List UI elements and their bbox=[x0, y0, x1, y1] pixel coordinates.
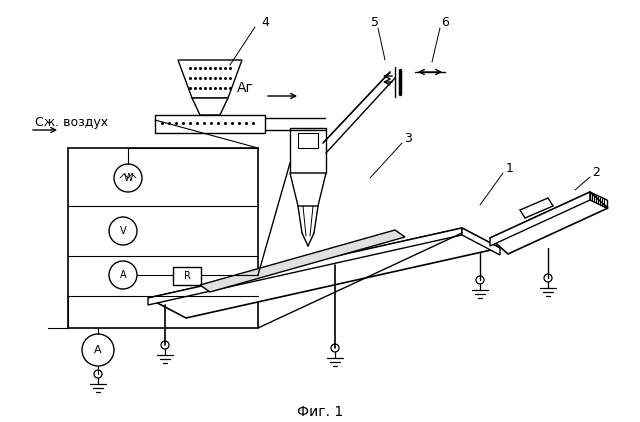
Bar bbox=[155, 115, 265, 133]
Text: Фиг. 1: Фиг. 1 bbox=[297, 405, 343, 419]
Polygon shape bbox=[490, 192, 608, 254]
Text: A: A bbox=[94, 345, 102, 355]
Text: A: A bbox=[120, 270, 126, 280]
Polygon shape bbox=[178, 60, 242, 98]
Circle shape bbox=[544, 274, 552, 282]
Text: V: V bbox=[120, 226, 126, 236]
Polygon shape bbox=[490, 192, 590, 246]
Polygon shape bbox=[462, 228, 500, 255]
Text: 4: 4 bbox=[261, 16, 269, 29]
Text: 5: 5 bbox=[371, 16, 379, 29]
Text: 2: 2 bbox=[592, 165, 600, 179]
Polygon shape bbox=[148, 228, 500, 318]
Text: W: W bbox=[123, 173, 133, 183]
Polygon shape bbox=[200, 230, 405, 292]
Circle shape bbox=[114, 164, 142, 192]
Text: R: R bbox=[184, 271, 191, 281]
Circle shape bbox=[331, 344, 339, 352]
Circle shape bbox=[161, 341, 169, 349]
Text: 3: 3 bbox=[404, 132, 412, 144]
Bar bbox=[173, 267, 201, 285]
Circle shape bbox=[94, 370, 102, 378]
Text: 6: 6 bbox=[441, 16, 449, 29]
Bar bbox=[290, 128, 326, 173]
Circle shape bbox=[109, 217, 137, 245]
Circle shape bbox=[476, 276, 484, 284]
Polygon shape bbox=[148, 228, 462, 305]
Text: Аг: Аг bbox=[237, 81, 253, 95]
Circle shape bbox=[82, 334, 114, 366]
Text: 1: 1 bbox=[506, 162, 514, 175]
Text: Сж. воздух: Сж. воздух bbox=[35, 116, 108, 129]
Bar bbox=[298, 133, 318, 148]
Polygon shape bbox=[192, 98, 228, 115]
Polygon shape bbox=[290, 173, 326, 206]
Circle shape bbox=[109, 261, 137, 289]
Bar bbox=[68, 148, 258, 328]
